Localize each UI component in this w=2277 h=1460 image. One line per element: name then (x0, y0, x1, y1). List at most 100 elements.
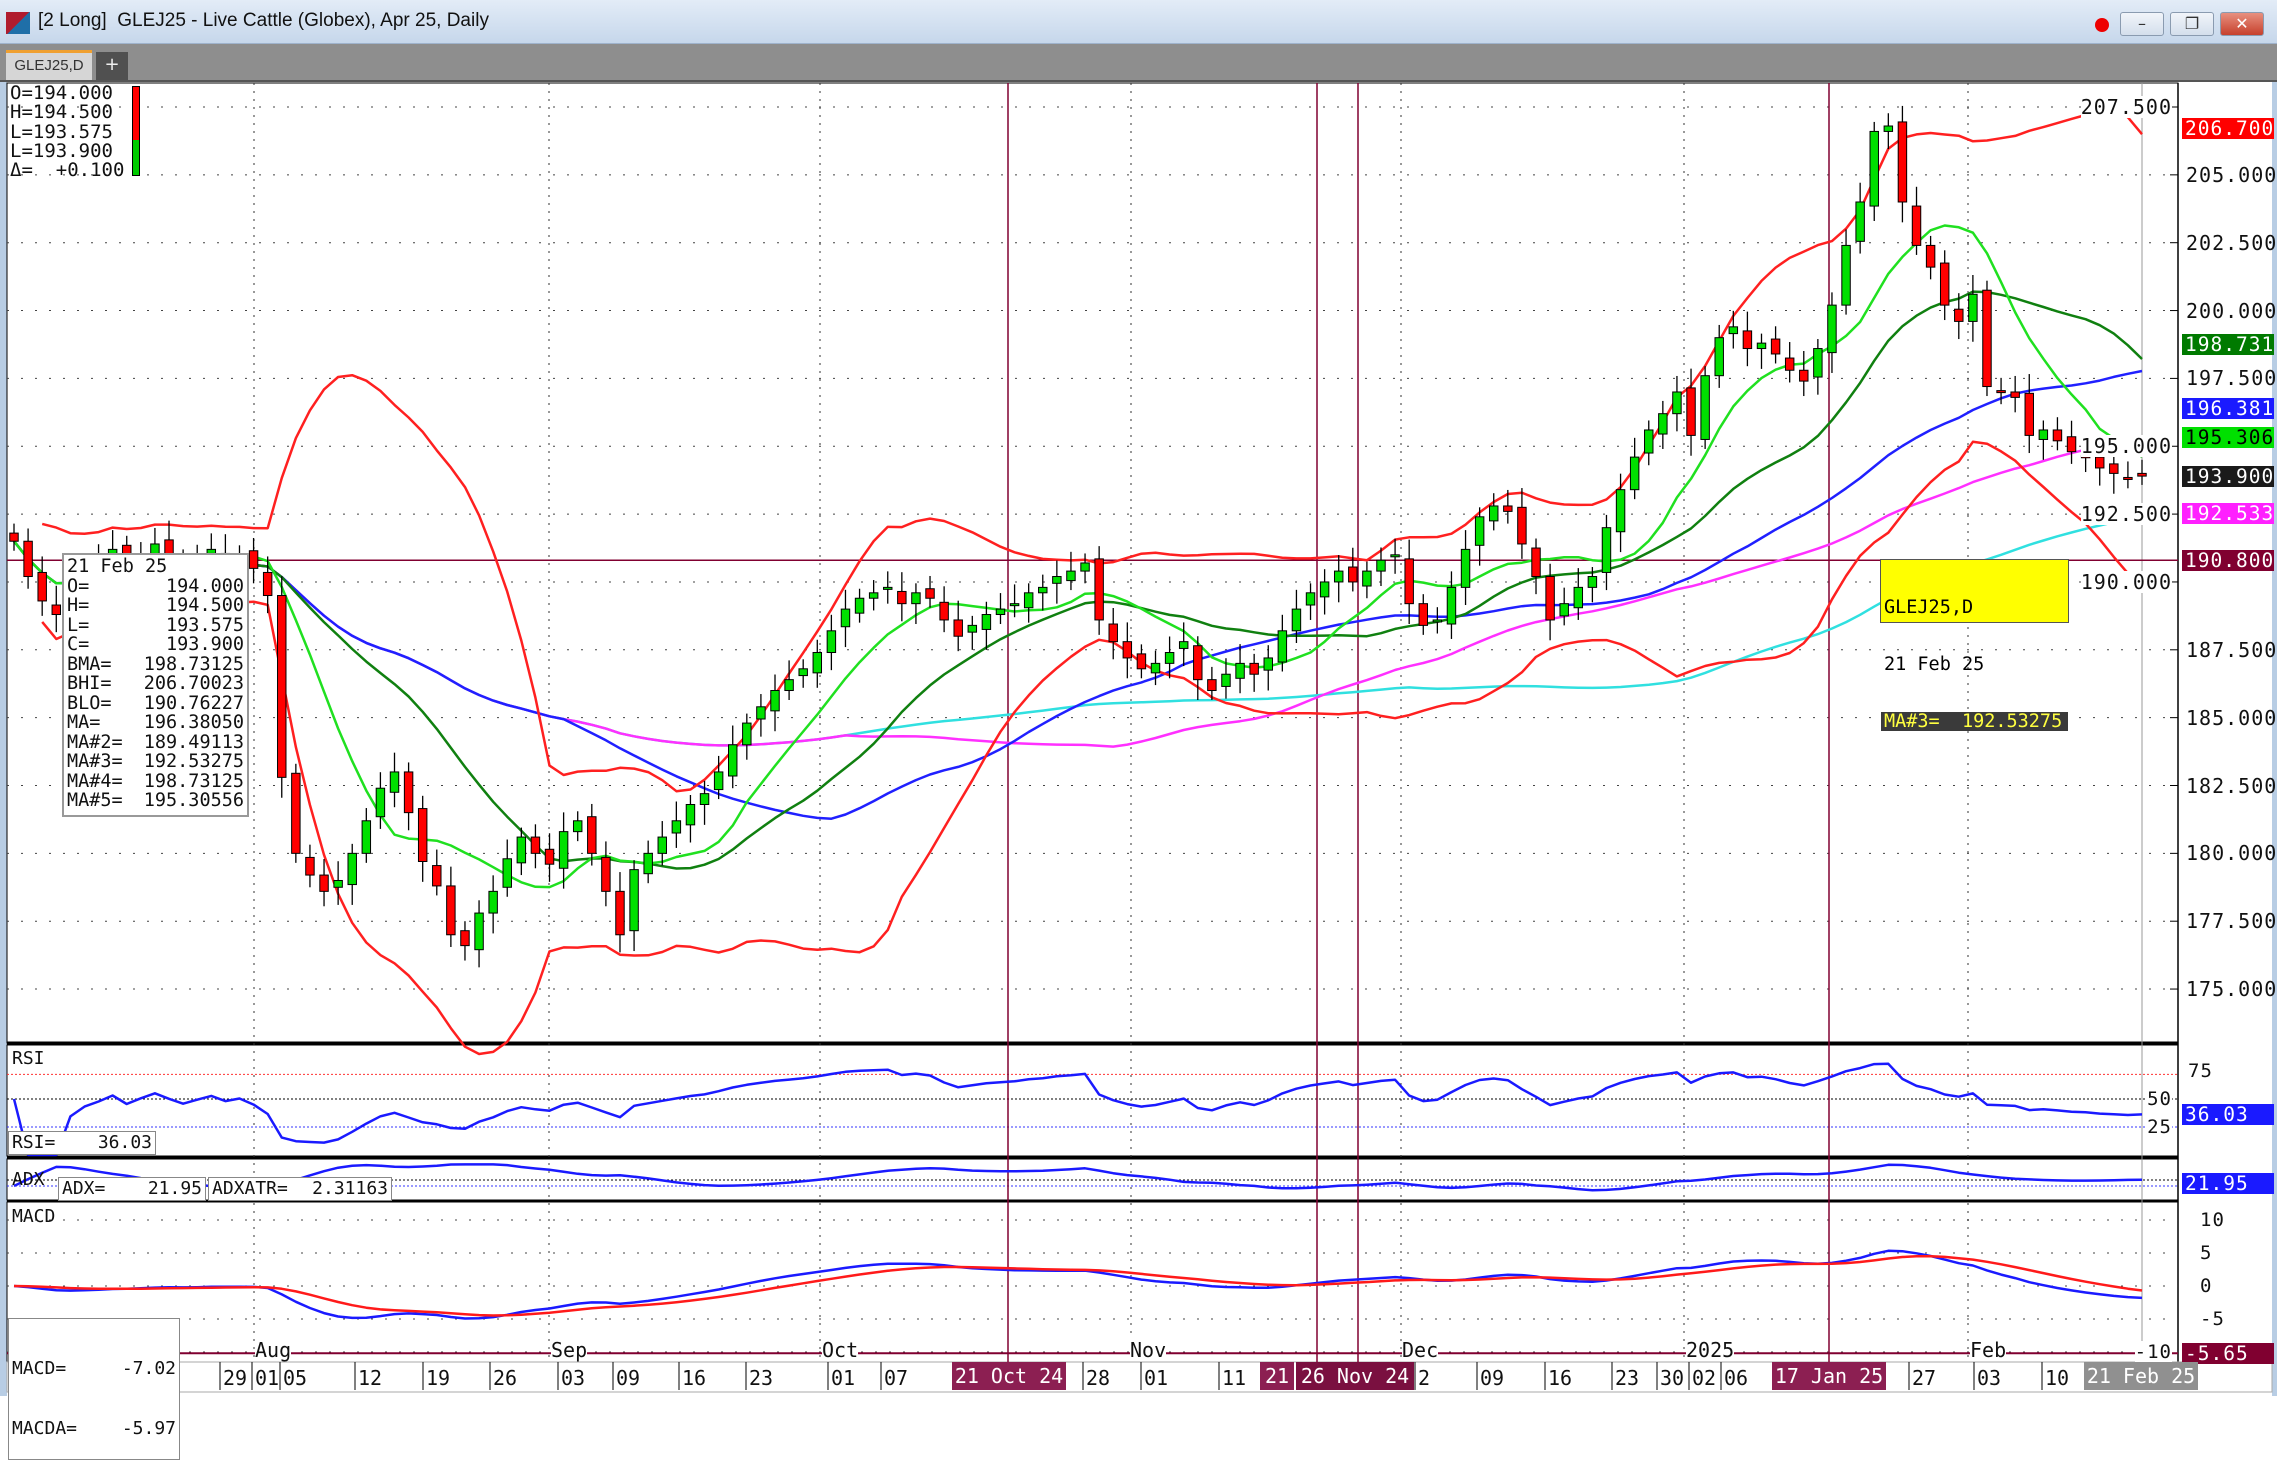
candle-down (1954, 308, 1964, 322)
candle-down (1982, 289, 1992, 388)
candle-up (1629, 456, 1640, 491)
left-border (0, 82, 7, 1396)
candle-down (1686, 387, 1696, 436)
candle-up (1615, 489, 1626, 533)
candle-up (981, 614, 992, 630)
candle-down (37, 571, 47, 602)
price-tick-label: 192.500 (2080, 502, 2172, 527)
candle-down (248, 550, 259, 569)
candle-down (601, 856, 611, 892)
candle-up (1489, 505, 1499, 522)
candle-down (544, 848, 555, 865)
candle-up (1291, 608, 1302, 632)
candle-up (629, 869, 639, 932)
adx-label: ADX= (62, 1178, 106, 1199)
candle-up (868, 592, 879, 599)
close-value: L=193.900 (10, 139, 113, 162)
tooltip-row: MA#2= 189.49113 (67, 731, 244, 753)
candle-up (502, 858, 512, 888)
candle-down (1503, 505, 1513, 512)
candle-down (2024, 392, 2034, 436)
date-label: 29 (223, 1366, 248, 1390)
candle-up (840, 608, 851, 628)
tooltip-key: O= (67, 575, 90, 597)
data-window: O=194.000 H=194.500 L=193.575 L=193.900 … (10, 83, 124, 180)
rsi-tick-label: 75 (2188, 1060, 2213, 1082)
rsi-tick-label: 25 (2147, 1116, 2172, 1138)
month-label: 2025 (1686, 1338, 1735, 1362)
candle-down (1770, 338, 1781, 355)
window-title: [2 Long] GLEJ25 - Live Cattle (Globex), … (38, 10, 489, 31)
tooltip-value: 189.49113 (143, 731, 244, 753)
candle-up (1714, 337, 1724, 377)
candle-up (1009, 603, 1020, 607)
candle-up (728, 744, 738, 777)
date-label: 2 (1418, 1366, 1431, 1390)
minimize-button[interactable]: – (2120, 12, 2164, 36)
adxatr-value: 2.31163 (312, 1178, 388, 1199)
candle-down (1545, 576, 1555, 621)
candle-up (967, 624, 978, 633)
record-button[interactable] (2080, 13, 2124, 37)
add-tab-button[interactable]: + (96, 52, 128, 80)
candle-down (2137, 472, 2147, 477)
candle-down (953, 619, 963, 637)
date-label: 03 (561, 1366, 586, 1390)
candle-down (1897, 121, 1908, 203)
macd-title: MACD (12, 1206, 56, 1227)
candle-up (1474, 516, 1485, 546)
rsi-title: RSI (12, 1048, 45, 1069)
month-label: Dec (1402, 1338, 1439, 1362)
rsi-line (12, 1062, 2143, 1157)
candle-down (1094, 558, 1104, 621)
close-button[interactable]: ✕ (2220, 12, 2264, 36)
candle-up (1362, 570, 1372, 587)
date-label: 01 (831, 1366, 856, 1390)
tooltip-date-text: 21 Feb 25 (67, 556, 168, 577)
right-scrollbar[interactable] (2272, 82, 2277, 1396)
candle-up (1263, 657, 1273, 671)
candle-down (9, 532, 19, 542)
candle-down (1911, 205, 1922, 246)
candle-down (1517, 506, 1527, 545)
tooltip-value: 192.53275 (143, 751, 244, 772)
candle-up (1728, 326, 1739, 335)
macd-signal-line (13, 1254, 2143, 1317)
date-axis (6, 1361, 2273, 1393)
candle-down (23, 540, 33, 578)
price-marker-196-381: 196.381 (2182, 398, 2274, 420)
low-value: L=193.575 (10, 120, 113, 143)
adx-line (13, 1163, 2143, 1192)
candle-up (883, 586, 893, 590)
maximize-button[interactable]: ❐ (2170, 12, 2214, 36)
adx-value: 21.95 (147, 1178, 202, 1199)
tab-glej25-d[interactable]: GLEJ25,D (6, 50, 92, 80)
candle-up (1066, 570, 1076, 582)
macd-value-marker: -5.65 (2182, 1343, 2274, 1365)
candle-down (291, 772, 301, 854)
date-label: 06 (1724, 1366, 1749, 1390)
macd-tick-label: 10 (2200, 1209, 2225, 1231)
candle-up (911, 592, 921, 605)
date-label: 02 (1692, 1366, 1717, 1390)
candle-down (2066, 436, 2077, 453)
date-label: 30 (1660, 1366, 1685, 1390)
price-chart[interactable] (0, 0, 2277, 1396)
candle-up (572, 820, 583, 833)
candle-down (2010, 391, 2020, 398)
candle-up (1869, 130, 1879, 207)
price-tick-label: 190.000 (2080, 569, 2172, 594)
record-dot-icon (2095, 18, 2109, 32)
date-label: 09 (1480, 1366, 1505, 1390)
macd-readout: MACD= -7.02 MACDA= -5.97 (8, 1318, 180, 1460)
macd-tick-label: 0 (2200, 1275, 2213, 1297)
month-label: Aug (255, 1338, 292, 1362)
candle-down (262, 571, 273, 597)
price-marker-198-731: 198.731 (2182, 334, 2274, 356)
candle-up (558, 831, 569, 869)
candle-down (460, 930, 470, 947)
panel-macd (6, 1201, 2179, 1363)
date-label: 07 (884, 1366, 909, 1390)
candle-down (51, 604, 62, 616)
candle-up (657, 836, 667, 854)
